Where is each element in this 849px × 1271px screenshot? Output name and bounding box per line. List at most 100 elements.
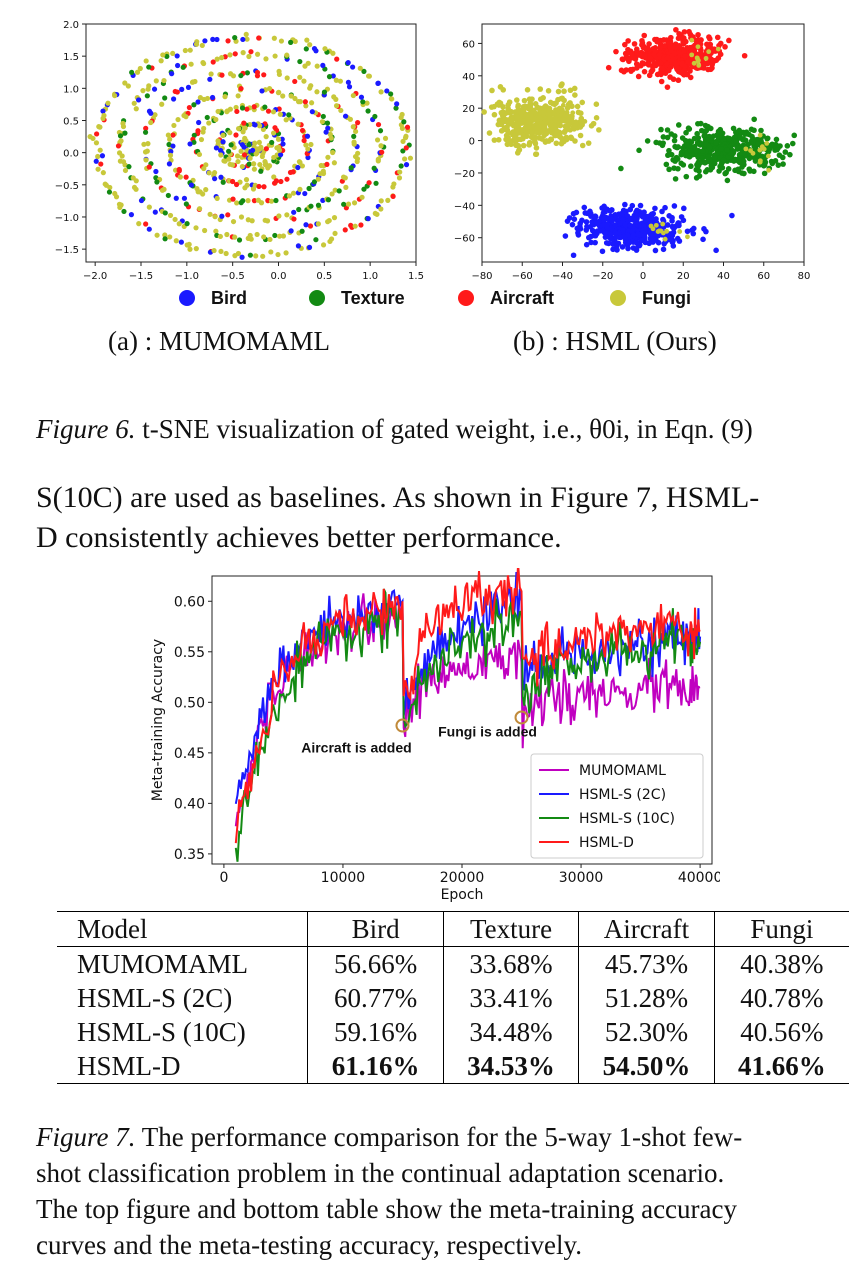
scatter-point bbox=[301, 78, 307, 84]
cluster-point-texture bbox=[772, 158, 779, 164]
cluster-point-texture bbox=[789, 140, 796, 147]
scatter-point bbox=[240, 36, 246, 43]
cluster-point-bird bbox=[670, 229, 677, 236]
scatter-point bbox=[174, 62, 181, 69]
scatter-point bbox=[159, 101, 165, 107]
scatter-point bbox=[122, 162, 128, 168]
annotation-marker bbox=[514, 710, 529, 725]
scatter-point bbox=[271, 35, 277, 41]
table-cell: 33.41% bbox=[442, 981, 579, 1015]
scatter-point bbox=[212, 176, 218, 182]
cluster-point-aircraft bbox=[706, 34, 712, 40]
scatter-point bbox=[265, 108, 272, 114]
cluster-point-bird bbox=[633, 239, 640, 245]
scatter-point bbox=[350, 92, 356, 99]
cluster-point-texture bbox=[678, 151, 685, 158]
scatter-point bbox=[333, 103, 340, 109]
cluster-point-aircraft bbox=[641, 60, 647, 67]
scatter-point bbox=[400, 148, 406, 154]
cluster-point-bird bbox=[650, 210, 657, 217]
scatter-point bbox=[296, 206, 302, 213]
cluster-point-texture bbox=[708, 125, 714, 132]
cluster-point-aircraft bbox=[605, 64, 612, 71]
cluster-point-texture bbox=[718, 145, 725, 152]
scatter-point bbox=[378, 198, 384, 204]
y-tick-label: 20 bbox=[462, 104, 475, 115]
scatter-point bbox=[162, 95, 168, 101]
cluster-point-aircraft bbox=[652, 48, 659, 55]
cluster-point-aircraft bbox=[654, 38, 660, 45]
cluster-point-fungi bbox=[571, 85, 578, 92]
scatter-point bbox=[266, 85, 273, 92]
scatter-point bbox=[166, 161, 173, 167]
scatter-point bbox=[263, 56, 269, 62]
scatter-point bbox=[314, 63, 320, 69]
cluster-point-fungi bbox=[537, 86, 544, 92]
scatter-point bbox=[226, 156, 232, 162]
scatter-point bbox=[261, 72, 267, 78]
scatter-point bbox=[315, 202, 322, 208]
cluster-point-bird bbox=[592, 213, 599, 220]
scatter-point bbox=[247, 252, 253, 258]
cluster-point-fungi bbox=[534, 129, 540, 136]
cluster-point-texture bbox=[746, 131, 752, 138]
cluster-point-aircraft bbox=[667, 64, 674, 70]
scatter-point bbox=[378, 143, 384, 149]
cluster-point-texture bbox=[711, 155, 718, 161]
scatter-point bbox=[365, 216, 371, 222]
scatter-point bbox=[185, 84, 192, 90]
cluster-point-bird bbox=[662, 204, 668, 211]
scatter-point bbox=[345, 60, 351, 66]
panel-b-label: (b) : HSML (Ours) bbox=[513, 326, 717, 356]
cluster-point-texture bbox=[694, 130, 700, 137]
scatter-point bbox=[256, 146, 263, 153]
scatter-point bbox=[345, 201, 352, 207]
scatter-point bbox=[170, 50, 176, 57]
scatter-point bbox=[120, 123, 127, 130]
scatter-point bbox=[212, 214, 218, 220]
scatter-point bbox=[339, 178, 345, 184]
cluster-point-texture bbox=[732, 138, 739, 144]
stray-point bbox=[689, 52, 695, 58]
cluster-point-aircraft bbox=[629, 51, 635, 57]
scatter-point bbox=[175, 116, 181, 123]
col-model: Model bbox=[57, 911, 308, 947]
cluster-point-texture bbox=[711, 160, 718, 167]
scatter-point bbox=[223, 250, 229, 257]
figure7-caption-line-3: The top figure and bottom table show the… bbox=[36, 1194, 737, 1224]
scatter-point bbox=[200, 191, 206, 197]
x-axis-label: Epoch bbox=[441, 887, 484, 903]
cluster-point-fungi bbox=[567, 87, 574, 94]
scatter-point bbox=[164, 53, 170, 60]
table-row: HSML-D 61.16% 34.53% 54.50% 41.66% bbox=[57, 1049, 849, 1084]
stray-point bbox=[706, 49, 712, 55]
scatter-point bbox=[302, 99, 308, 105]
cluster-point-texture bbox=[722, 170, 728, 177]
cluster-point-aircraft bbox=[633, 61, 640, 67]
stray-point bbox=[572, 123, 578, 129]
cluster-point-aircraft bbox=[682, 63, 688, 70]
cluster-point-texture bbox=[685, 125, 692, 131]
scatter-point bbox=[391, 181, 397, 187]
scatter-point bbox=[263, 134, 269, 140]
cluster-point-bird bbox=[612, 230, 619, 236]
chart-legend-label: HSML-S (10C) bbox=[579, 811, 675, 827]
cluster-point-texture bbox=[644, 138, 651, 144]
cluster-point-aircraft bbox=[695, 31, 701, 38]
scatter-point bbox=[224, 109, 230, 115]
x-tick-label: −2.0 bbox=[83, 271, 107, 282]
cluster-point-aircraft bbox=[667, 74, 673, 80]
scatter-point bbox=[204, 114, 210, 121]
scatter-point bbox=[142, 129, 149, 135]
scatter-point bbox=[129, 69, 135, 76]
plot-a-frame bbox=[85, 23, 417, 263]
cluster-point-texture bbox=[761, 154, 768, 161]
cluster-point-fungi bbox=[491, 137, 498, 143]
cluster-point-bird bbox=[622, 201, 628, 208]
scatter-point bbox=[133, 186, 139, 192]
cluster-point-fungi bbox=[543, 138, 550, 144]
scatter-point bbox=[202, 227, 208, 234]
results-table: Model Bird Texture Aircraft Fungi MUMOMA… bbox=[57, 911, 849, 1084]
scatter-point bbox=[267, 236, 273, 243]
cluster-point-texture bbox=[671, 137, 678, 144]
